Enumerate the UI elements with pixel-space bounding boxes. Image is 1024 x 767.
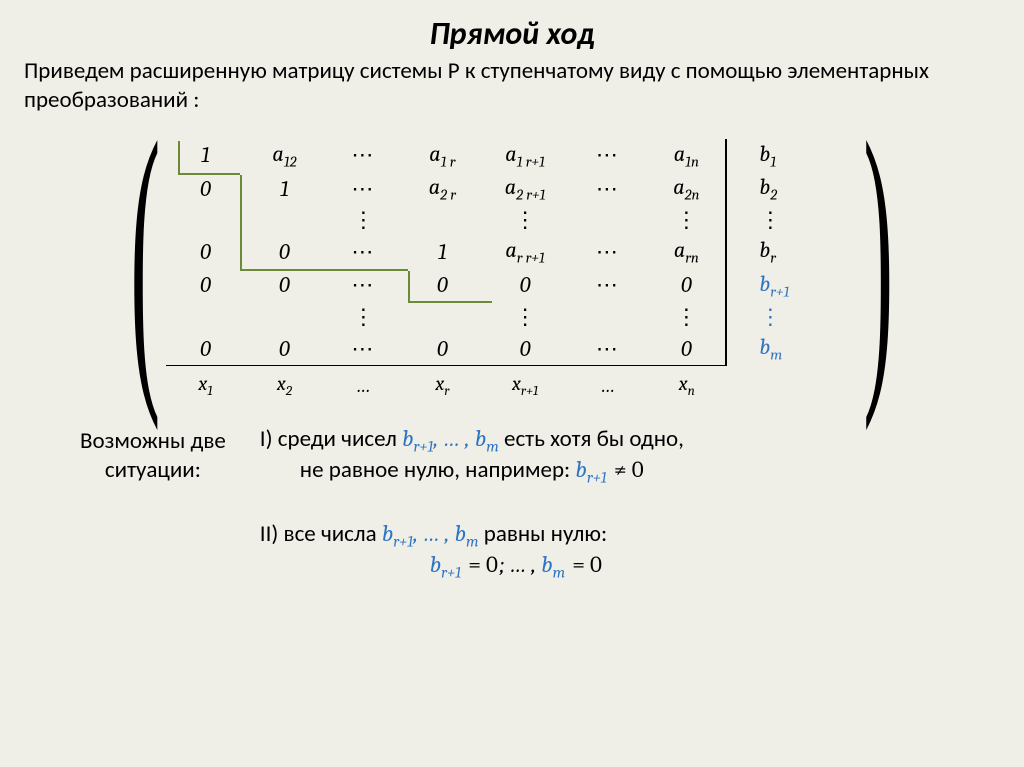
x-label: xr+1: [482, 365, 569, 401]
case-1: I) среди чисел br+1, … , bm есть хотя бы…: [260, 425, 684, 486]
matrix-row: 00⋯00⋯0bm: [132, 332, 892, 365]
matrix-cell: [568, 302, 647, 332]
matrix-cell: a1 r: [403, 139, 482, 172]
matrix-cell: ⋯: [568, 172, 647, 205]
matrix-cell: 0: [245, 332, 324, 365]
matrix-row: 00⋯00⋯0br+1: [132, 269, 892, 302]
matrix-row: 1a12⋯a1 ra1 r+1⋯a1nb1: [132, 139, 892, 172]
matrix-cell: 0: [166, 235, 245, 268]
case2-prefix: II) все числа: [260, 520, 382, 548]
matrix-b-cell: b1: [726, 139, 858, 172]
x-label: …: [324, 365, 403, 401]
matrix-row: 00⋯1ar r+1⋯arnbr: [132, 235, 892, 268]
case1-mid: есть хотя бы одно,: [504, 425, 684, 453]
matrix-cell: ⋯: [324, 332, 403, 365]
x-label: x2: [245, 365, 324, 401]
matrix-cell: ⋯: [324, 269, 403, 302]
matrix-cell: 0: [482, 332, 569, 365]
matrix-cell: [245, 205, 324, 235]
matrix-cell: 0: [647, 332, 726, 365]
matrix-cell: 0: [166, 269, 245, 302]
matrix-cell: 0: [166, 172, 245, 205]
case1-line2: не равное нулю, например:: [300, 456, 576, 484]
x-label: x1: [166, 365, 245, 401]
case2-b-r1-eq: br+1: [430, 551, 461, 578]
matrix-row: ⋮⋮⋮⋮: [132, 205, 892, 235]
cases-label-2: ситуации:: [80, 456, 226, 485]
matrix-cell: a2n: [647, 172, 726, 205]
matrix-cell: a1 r+1: [482, 139, 569, 172]
matrix-cell: ⋯: [568, 139, 647, 172]
matrix-cell: ⋮: [324, 302, 403, 332]
matrix-row: ⋮⋮⋮⋮: [132, 302, 892, 332]
case1-b-m: bm: [475, 425, 499, 452]
matrix-cell: [403, 302, 482, 332]
matrix-cell: ⋯: [324, 139, 403, 172]
case2-b-r1: br+1: [382, 520, 413, 547]
matrix-cell: [166, 205, 245, 235]
case2-suffix: равны нулю:: [484, 520, 607, 548]
matrix-b-cell: ⋮: [726, 302, 858, 332]
matrix-cell: 0: [166, 332, 245, 365]
x-label: xn: [647, 365, 726, 401]
matrix-cell: a2 r+1: [482, 172, 569, 205]
case1-b-r1-neq: br+1: [575, 456, 606, 483]
case2-b-m: bm: [455, 520, 479, 547]
matrix-cell: ⋮: [482, 205, 569, 235]
matrix-cell: arn: [647, 235, 726, 268]
case1-b-r1: br+1: [402, 425, 433, 452]
matrix-row: 01⋯a2 ra2 r+1⋯a2nb2: [132, 172, 892, 205]
matrix-cell: 0: [403, 269, 482, 302]
page-title: Прямой ход: [24, 14, 1000, 53]
x-label: xr: [403, 365, 482, 401]
matrix-b-cell: ⋮: [726, 205, 858, 235]
matrix-cell: ⋯: [324, 172, 403, 205]
matrix-cell: a1n: [647, 139, 726, 172]
matrix-cell: 0: [245, 269, 324, 302]
matrix-cell: 1: [403, 235, 482, 268]
matrix-cell: ⋮: [647, 302, 726, 332]
case2-b-m-eq: bm: [541, 551, 565, 578]
matrix-cell: 1: [245, 172, 324, 205]
matrix-cell: a12: [245, 139, 324, 172]
matrix-cell: ⋯: [568, 269, 647, 302]
matrix-b-cell: b2: [726, 172, 858, 205]
case-2: II) все числа br+1, … , bm равны нулю: b…: [260, 520, 684, 581]
matrix-cell: 1: [166, 139, 245, 172]
matrix-cell: 0: [647, 269, 726, 302]
matrix-cell: 0: [245, 235, 324, 268]
matrix-cell: ⋮: [647, 205, 726, 235]
case1-prefix: I) среди чисел: [260, 425, 402, 453]
x-label: …: [568, 365, 647, 401]
matrix-table: 1a12⋯a1 ra1 r+1⋯a1nb101⋯a2 ra2 r+1⋯a2nb2…: [132, 139, 892, 401]
augmented-matrix: ( ) 1a12⋯a1 ra1 r+1⋯a1nb101⋯a2 ra2 r+1⋯a…: [132, 139, 892, 401]
matrix-cell: ⋯: [568, 332, 647, 365]
matrix-b-cell: br: [726, 235, 858, 268]
matrix-cell: [568, 205, 647, 235]
cases-block: Возможны две ситуации: I) среди чисел br…: [80, 425, 1000, 615]
matrix-cell: ⋯: [324, 235, 403, 268]
x-labels-row: x1x2…xrxr+1…xn: [132, 365, 892, 401]
matrix-cell: a2 r: [403, 172, 482, 205]
matrix-cell: [166, 302, 245, 332]
matrix-cell: [245, 302, 324, 332]
matrix-b-cell: br+1: [726, 269, 858, 302]
matrix-cell: 0: [482, 269, 569, 302]
intro-text: Приведем расширенную матрицу системы Р к…: [24, 57, 1000, 115]
matrix-cell: ⋯: [568, 235, 647, 268]
matrix-cell: 0: [403, 332, 482, 365]
cases-label-1: Возможны две: [80, 427, 226, 456]
matrix-cell: ⋮: [324, 205, 403, 235]
matrix-cell: ar r+1: [482, 235, 569, 268]
matrix-b-cell: bm: [726, 332, 858, 365]
matrix-cell: ⋮: [482, 302, 569, 332]
matrix-cell: [403, 205, 482, 235]
